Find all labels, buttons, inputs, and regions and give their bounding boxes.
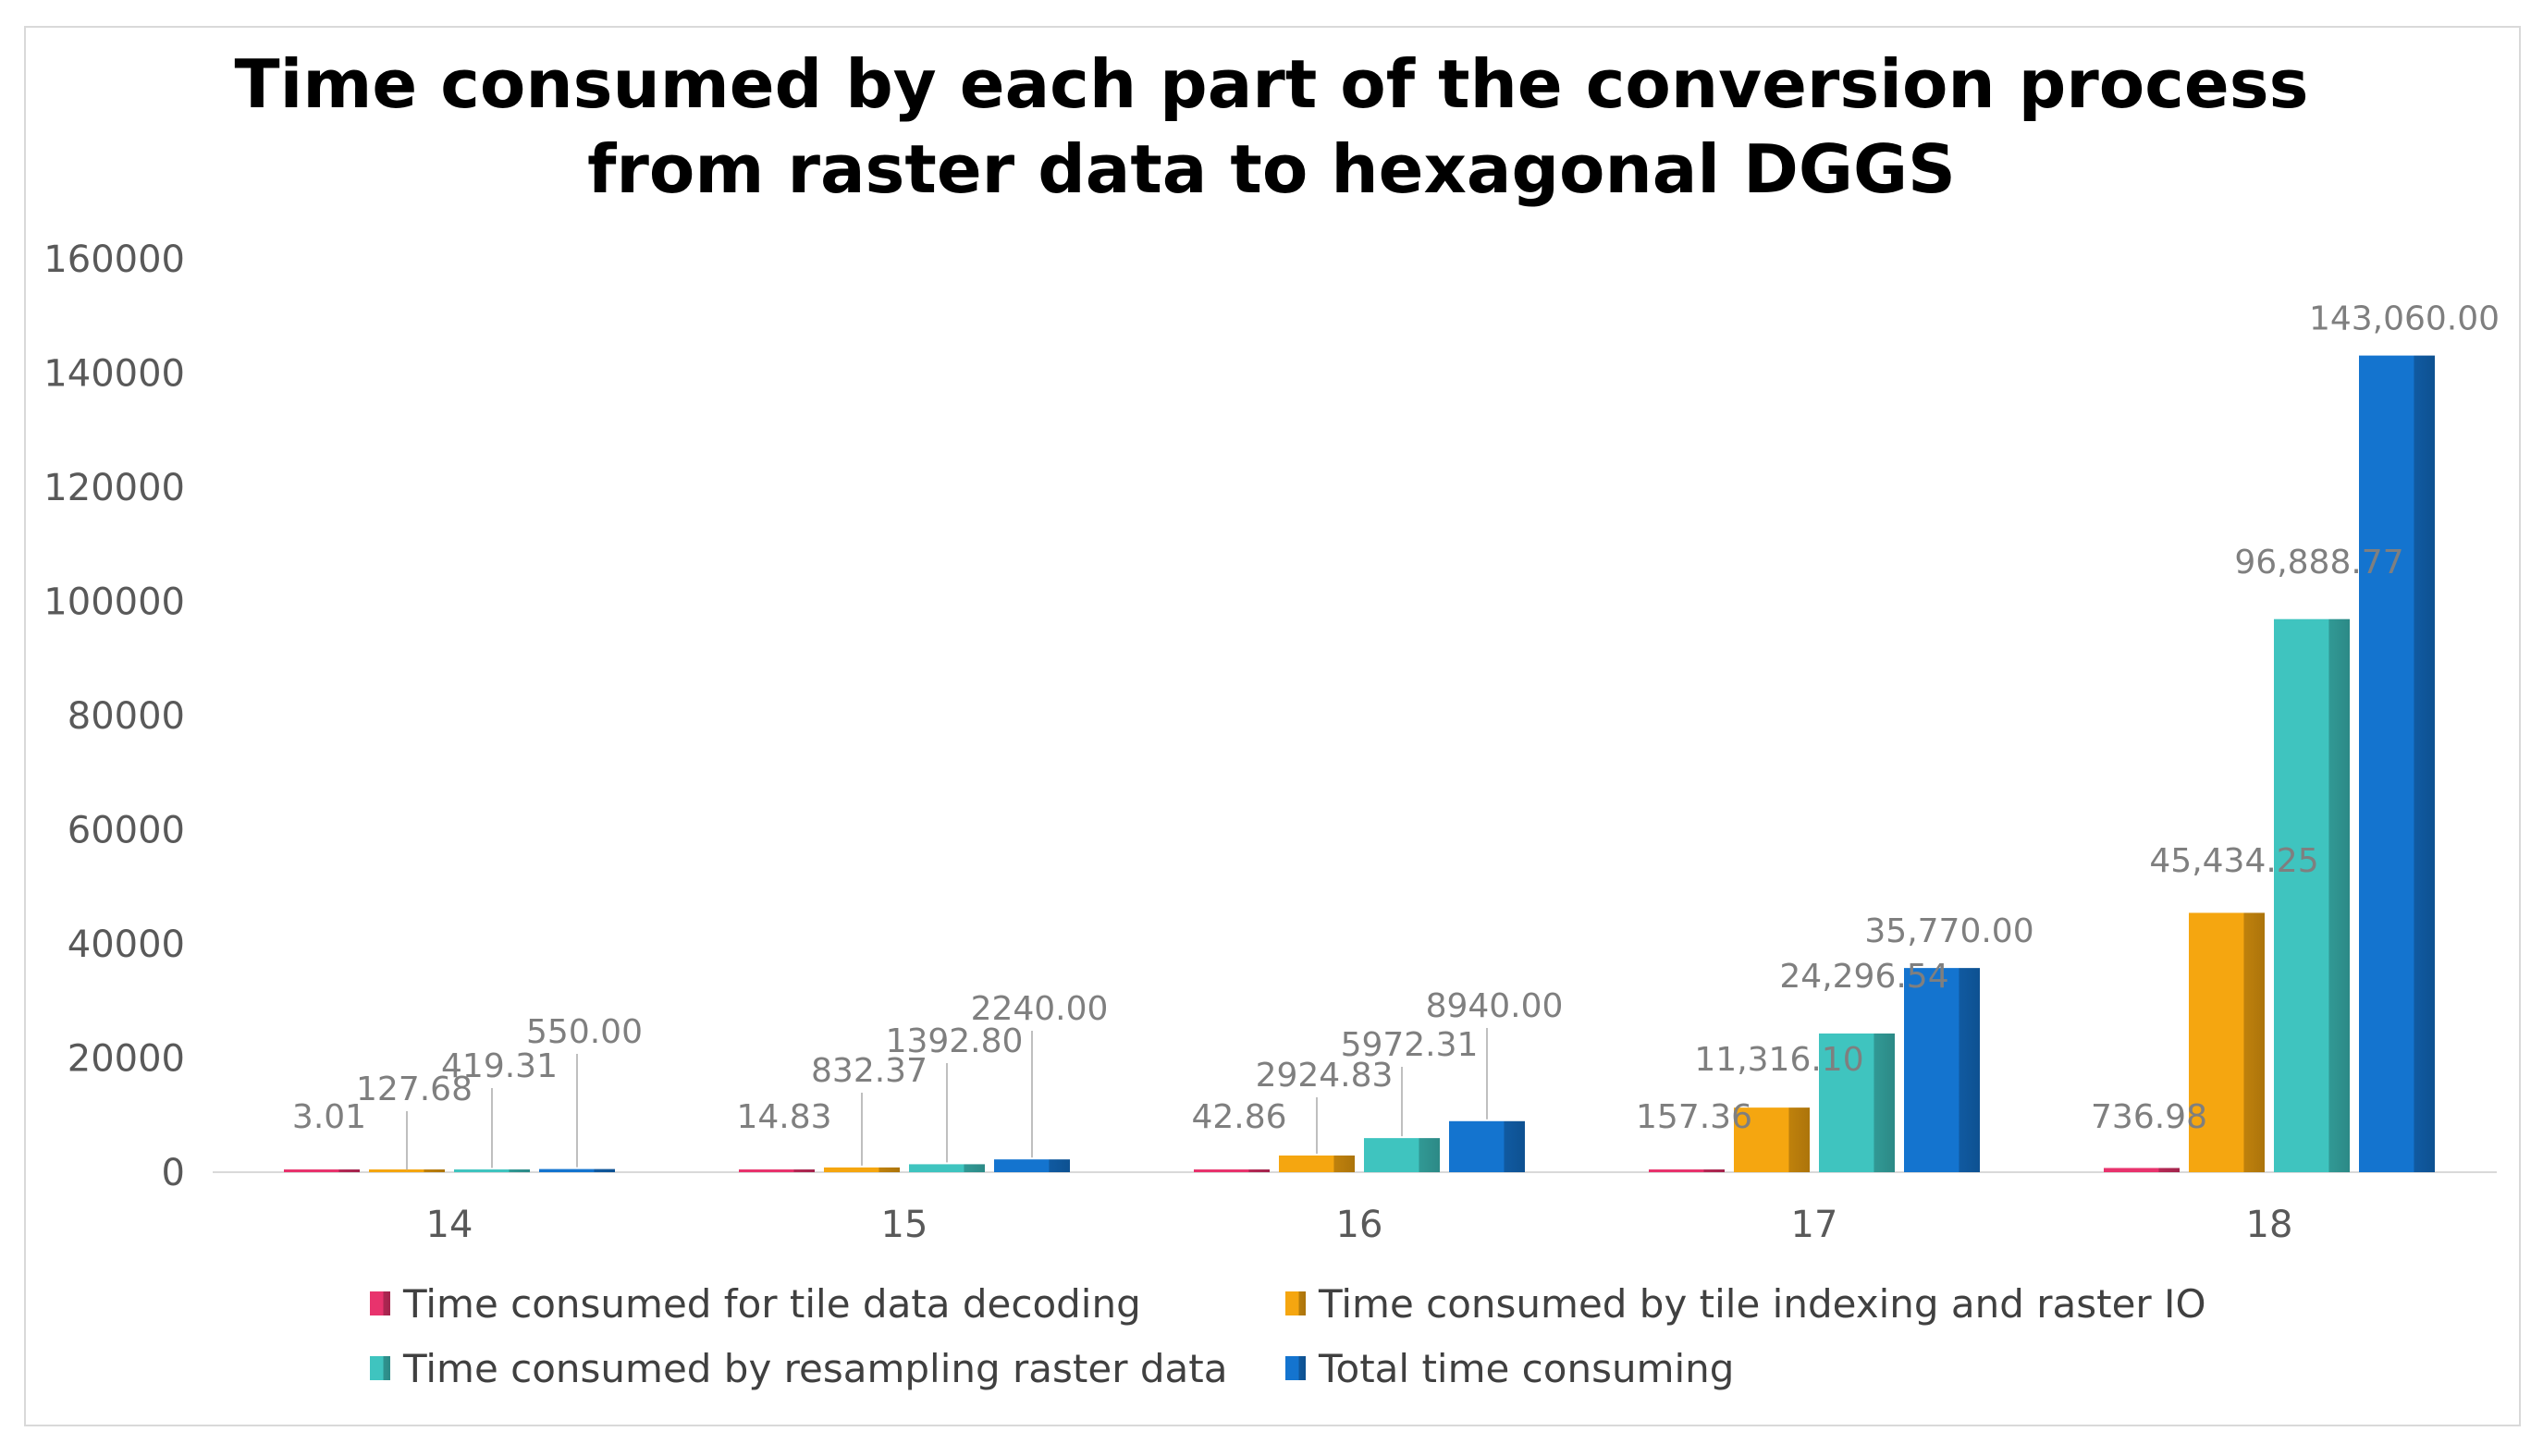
data-label-18-series-2: 96,888.77: [2234, 544, 2403, 581]
y-tick-label: 40000: [68, 924, 185, 966]
legend-label-total: Total time consuming: [1319, 1345, 1735, 1391]
legend-swatch-resampling: [370, 1356, 390, 1380]
bar-18-series-0[interactable]: [2104, 1168, 2180, 1172]
bar-14-series-0[interactable]: [284, 1169, 360, 1172]
bar-14-series-2[interactable]: [454, 1169, 530, 1172]
data-label-15-series-3: 2240.00: [971, 990, 1109, 1028]
data-label-14-series-0: 3.01: [292, 1098, 366, 1136]
legend: Time consumed for tile data decoding Tim…: [370, 1276, 2219, 1414]
x-category-label: 16: [1336, 1204, 1383, 1246]
legend-label-decoding: Time consumed for tile data decoding: [403, 1280, 1141, 1327]
legend-label-indexing: Time consumed by tile indexing and raste…: [1319, 1280, 2206, 1327]
chart-title-line-1: Time consumed by each part of the conver…: [234, 45, 2309, 123]
y-tick-label: 20000: [68, 1038, 185, 1081]
data-label-15-series-1: 832.37: [811, 1052, 928, 1090]
data-label-17-series-2: 24,296.54: [1779, 958, 1948, 996]
data-label-17-series-3: 35,770.00: [1864, 912, 2033, 950]
chart-frame: [24, 26, 2521, 1426]
bar-17-series-0[interactable]: [1649, 1169, 1725, 1172]
bar-18-series-3[interactable]: [2359, 355, 2435, 1172]
data-label-18-series-1: 45,434.25: [2149, 842, 2318, 880]
bar-15-series-2[interactable]: [909, 1164, 985, 1172]
data-label-14-series-1: 127.68: [356, 1071, 473, 1108]
x-category-label: 18: [2246, 1204, 2293, 1246]
data-label-14-series-3: 550.00: [526, 1013, 643, 1051]
bar-16-series-0[interactable]: [1194, 1169, 1270, 1172]
y-tick-label: 80000: [68, 695, 185, 738]
legend-swatch-indexing: [1285, 1291, 1306, 1315]
chart-title-line-2: from raster data to hexagonal DGGS: [587, 130, 1956, 208]
y-tick-label: 160000: [43, 239, 185, 281]
bar-17-series-2[interactable]: [1819, 1033, 1895, 1172]
bar-18-series-1[interactable]: [2189, 912, 2265, 1172]
legend-item-resampling[interactable]: Time consumed by resampling raster data: [370, 1340, 1227, 1396]
legend-item-indexing[interactable]: Time consumed by tile indexing and raste…: [1285, 1276, 2206, 1331]
data-label-16-series-1: 2924.83: [1256, 1057, 1394, 1095]
legend-swatch-decoding: [370, 1291, 390, 1315]
legend-item-total[interactable]: Total time consuming: [1285, 1340, 1734, 1396]
bar-17-series-1[interactable]: [1734, 1107, 1810, 1172]
y-tick-label: 60000: [68, 810, 185, 852]
bar-16-series-2[interactable]: [1364, 1138, 1440, 1172]
x-category-label: 14: [426, 1204, 473, 1246]
bar-16-series-3[interactable]: [1449, 1120, 1525, 1172]
data-label-17-series-0: 157.36: [1636, 1098, 1752, 1136]
y-tick-label: 140000: [43, 353, 185, 396]
data-label-14-series-2: 419.31: [441, 1047, 558, 1085]
data-label-15-series-2: 1392.80: [886, 1022, 1024, 1060]
bar-15-series-3[interactable]: [994, 1159, 1070, 1172]
data-label-18-series-3: 143,060.00: [2309, 300, 2500, 338]
legend-label-resampling: Time consumed by resampling raster data: [403, 1345, 1228, 1391]
data-label-16-series-3: 8940.00: [1426, 987, 1564, 1025]
bar-15-series-1[interactable]: [824, 1167, 900, 1172]
legend-item-decoding[interactable]: Time consumed for tile data decoding: [370, 1276, 1141, 1331]
data-label-16-series-0: 42.86: [1191, 1098, 1286, 1136]
y-tick-label: 120000: [43, 467, 185, 509]
bar-14-series-3[interactable]: [539, 1168, 615, 1172]
data-label-16-series-2: 5972.31: [1341, 1026, 1479, 1064]
y-tick-label: 0: [162, 1152, 185, 1194]
x-category-label: 15: [881, 1204, 928, 1246]
data-label-15-series-0: 14.83: [736, 1098, 831, 1136]
bar-14-series-1[interactable]: [369, 1169, 445, 1172]
bar-17-series-3[interactable]: [1904, 968, 1980, 1172]
bar-layer: [284, 355, 2435, 1172]
bar-16-series-1[interactable]: [1279, 1155, 1355, 1172]
data-label-18-series-0: 736.98: [2091, 1098, 2207, 1136]
x-category-label: 17: [1791, 1204, 1838, 1246]
bar-18-series-2[interactable]: [2274, 618, 2350, 1172]
data-label-17-series-1: 11,316.10: [1694, 1041, 1863, 1079]
chart-title: Time consumed by each part of the conver…: [0, 42, 2543, 212]
bar-15-series-0[interactable]: [739, 1169, 815, 1172]
y-tick-label: 100000: [43, 581, 185, 624]
legend-swatch-total: [1285, 1356, 1306, 1380]
